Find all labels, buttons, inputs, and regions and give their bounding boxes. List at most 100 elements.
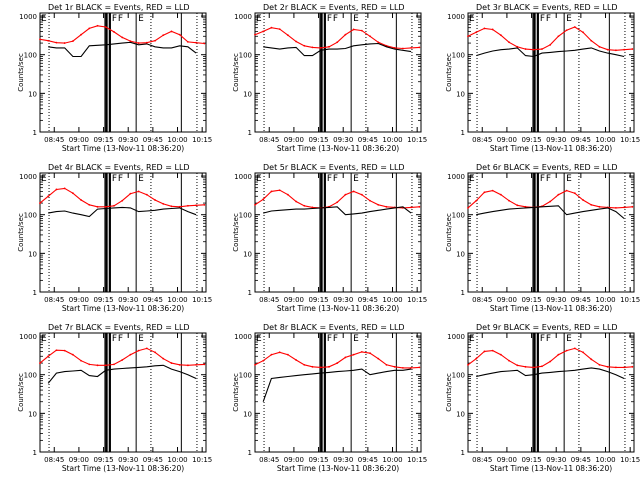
lld-point [162, 357, 165, 360]
marker-label: F [546, 334, 551, 344]
lld-point [590, 39, 593, 42]
y-axis-label: Counts/sec [232, 373, 240, 412]
lld-point [336, 362, 339, 364]
y-tick-label: 1000 [234, 173, 252, 181]
lld-point [615, 207, 617, 209]
x-tick-label: 09:45 [358, 296, 378, 304]
lld-point [524, 365, 527, 368]
lld-point [598, 45, 601, 48]
lld-point [262, 30, 265, 33]
marker-label: E [41, 334, 47, 344]
lld-point [113, 204, 115, 207]
y-tick-label: 1 [33, 289, 37, 297]
x-tick-label: 09:45 [571, 136, 591, 144]
y-tick-label: 100 [239, 52, 252, 60]
y-tick-label: 10 [456, 250, 465, 258]
lld-point [137, 349, 140, 352]
y-tick-label: 100 [452, 372, 465, 380]
x-axis-label: Start Time (13-Nov-11 08:36:20) [62, 304, 184, 313]
panel-title: Det 2r BLACK = Events, RED = LLD [263, 3, 405, 12]
x-tick-label: 10:00 [382, 136, 402, 144]
panel-title: Det 6r BLACK = Events, RED = LLD [476, 163, 618, 172]
lld-point [154, 39, 156, 42]
marker-label: F [546, 174, 551, 184]
x-tick-label: 10:15 [192, 296, 212, 304]
x-tick-label: 09:45 [571, 296, 591, 304]
lld-point [137, 190, 140, 193]
y-tick-label: 1000 [447, 13, 465, 21]
lld-point [145, 193, 148, 196]
lld-point [491, 28, 494, 31]
marker-label: F [118, 334, 123, 344]
panel-9: Det 9r BLACK = Events, RED = LLD 1 10 100 10… [445, 323, 640, 473]
y-tick-label: 1000 [234, 13, 252, 21]
lld-point [311, 46, 314, 49]
lld-point [549, 360, 552, 363]
marker-label: F [333, 14, 338, 24]
marker-label: E [353, 334, 359, 344]
lld-point [557, 353, 560, 356]
lld-point [278, 28, 281, 30]
lld-point [631, 365, 634, 368]
lld-point [303, 44, 306, 47]
panel-2: Det 2r BLACK = Events, RED = LLD 1 10 100 10… [232, 3, 427, 153]
lld-point [303, 363, 306, 366]
panel-1: Det 1r BLACK = Events, RED = LLD 1 10 100 10… [17, 3, 212, 153]
x-axis-label: Start Time (13-Nov-11 08:36:20) [490, 144, 612, 153]
x-tick-label: 08:45 [259, 136, 279, 144]
x-tick-label: 09:00 [284, 136, 304, 144]
lld-point [491, 189, 494, 192]
y-tick-label: 100 [24, 212, 37, 220]
x-tick-label: 10:15 [407, 456, 427, 464]
x-tick-label: 09:30 [546, 296, 566, 304]
x-tick-label: 09:45 [143, 456, 163, 464]
lld-point [295, 200, 297, 203]
x-tick-label: 09:00 [69, 136, 89, 144]
y-tick-label: 1000 [19, 13, 37, 21]
panel-title: Det 8r BLACK = Events, RED = LLD [263, 323, 405, 332]
lld-point [590, 203, 593, 206]
lld-point [303, 204, 306, 207]
lld-point [483, 191, 486, 194]
plot-frame [467, 172, 635, 293]
lld-point [88, 363, 91, 366]
x-axis-label: Start Time (13-Nov-11 08:36:20) [277, 464, 399, 473]
lld-point [352, 190, 355, 193]
plot-frame [39, 172, 207, 293]
y-tick-label: 1000 [447, 173, 465, 181]
lld-point [319, 366, 322, 369]
y-tick-label: 1 [248, 129, 252, 137]
x-tick-label: 10:15 [620, 296, 640, 304]
lld-point [47, 39, 50, 42]
y-tick-label: 1 [461, 449, 465, 457]
lld-point [573, 192, 576, 195]
lld-point [145, 41, 148, 44]
lld-point [377, 203, 380, 206]
series-lld-line [254, 351, 420, 369]
lld-point [573, 26, 576, 28]
x-tick-label: 10:00 [382, 296, 402, 304]
lld-point [104, 364, 107, 367]
marker-label: E [41, 174, 47, 184]
lld-point [55, 349, 58, 352]
lld-point [187, 364, 189, 367]
x-tick-label: 09:15 [308, 456, 328, 464]
marker-label: F [333, 334, 338, 344]
plot-frame [39, 12, 207, 133]
lld-point [499, 34, 502, 37]
lld-point [170, 205, 173, 208]
lld-point [582, 31, 584, 34]
x-tick-label: 10:00 [167, 136, 187, 144]
marker-label: F [112, 174, 117, 184]
lld-point [178, 363, 181, 366]
x-tick-label: 09:45 [143, 296, 163, 304]
x-tick-label: 09:30 [333, 456, 353, 464]
lld-point [623, 48, 626, 51]
lld-point [565, 189, 568, 192]
lld-point [170, 362, 173, 364]
lld-point [582, 199, 584, 201]
lld-point [606, 48, 609, 51]
lld-point [129, 192, 132, 195]
lld-point [483, 27, 486, 30]
lld-point [615, 49, 617, 52]
